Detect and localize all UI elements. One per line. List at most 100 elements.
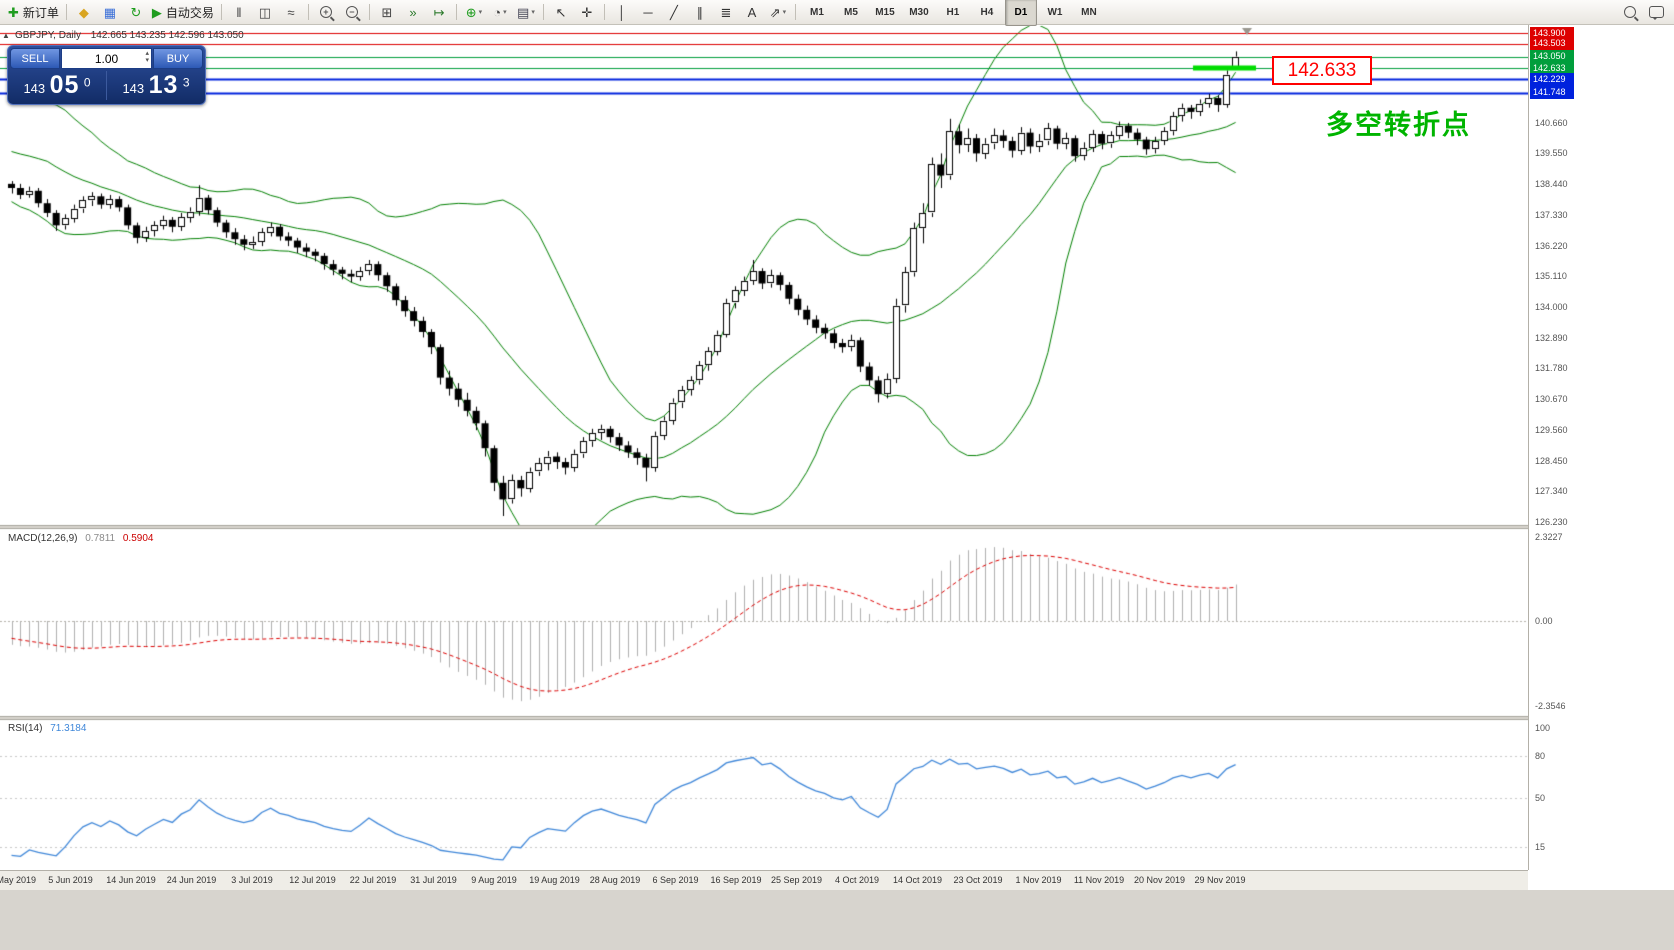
vertical-line-button[interactable]: │ bbox=[610, 2, 634, 22]
timeframe-d1-button[interactable]: D1 bbox=[1004, 0, 1037, 26]
text-button[interactable]: A bbox=[740, 2, 764, 22]
search-icon bbox=[1624, 6, 1636, 18]
candlestick-chart-button[interactable]: ◫ bbox=[253, 2, 277, 22]
price-scale-label: 135.110 bbox=[1535, 271, 1567, 282]
horizontal-line-button[interactable]: ─ bbox=[636, 2, 660, 22]
timeframe-mn-button[interactable]: MN bbox=[1081, 6, 1097, 18]
indicators-button[interactable]: ⊕ ▾ bbox=[462, 2, 486, 22]
cursor-button[interactable]: ↖ bbox=[549, 2, 573, 22]
channel-icon: ∥ bbox=[696, 4, 704, 20]
date-label: 11 Nov 2019 bbox=[1073, 875, 1125, 885]
volume-input[interactable]: 1.00 ▴ ▾ bbox=[61, 48, 152, 69]
fibonacci-button[interactable]: ≣ bbox=[714, 2, 738, 22]
price-line-tag: 142.229 bbox=[1530, 72, 1574, 86]
chevron-down-icon: ▾ bbox=[503, 9, 507, 16]
toolbar-separator bbox=[368, 4, 370, 20]
ask-pip-digit: 3 bbox=[182, 75, 190, 90]
auto-scroll-icon: » bbox=[409, 4, 417, 20]
tile-windows-button[interactable]: ⊞ bbox=[375, 2, 399, 22]
date-label: 25 Sep 2019 bbox=[770, 875, 823, 885]
chevron-down-icon: ▾ bbox=[531, 9, 535, 16]
line-chart-button[interactable]: ≈ bbox=[279, 2, 303, 22]
chevron-down-icon: ▾ bbox=[782, 9, 787, 16]
price-scale-label: 132.890 bbox=[1535, 332, 1568, 343]
price-scale[interactable]: 140.660 139.550 138.440 137.330 136.220 135.1… bbox=[1528, 25, 1674, 870]
spinner-up-icon[interactable]: ▴ bbox=[145, 50, 149, 57]
timeframe-h1-button[interactable]: H1 bbox=[946, 6, 960, 18]
autotrading-button[interactable]: ▶ 自动交易 bbox=[150, 2, 216, 22]
trendline-button[interactable]: ╱ bbox=[662, 2, 686, 22]
candlestick-chart-icon: ◫ bbox=[258, 4, 272, 20]
chart-wizard-button[interactable]: ◆ bbox=[72, 2, 96, 22]
auto-scroll-button[interactable]: » bbox=[401, 2, 425, 22]
timeframe-w1-button[interactable]: W1 bbox=[1047, 6, 1063, 18]
timeframe-m5-button[interactable]: M5 bbox=[843, 6, 858, 18]
date-label: 31 Jul 2019 bbox=[410, 875, 457, 885]
templates-button[interactable]: ▤ ▾ bbox=[514, 2, 538, 22]
periods-button[interactable]: ◔ ▾ bbox=[488, 2, 512, 22]
volume-spinner[interactable]: ▴ ▾ bbox=[145, 50, 149, 64]
buy-button[interactable]: BUY bbox=[153, 48, 203, 69]
price-scale-label: 138.440 bbox=[1535, 179, 1568, 190]
new-order-button-label: 新订单 bbox=[22, 5, 59, 20]
date-label: 4 Oct 2019 bbox=[834, 875, 880, 885]
date-label: 16 Sep 2019 bbox=[710, 875, 762, 885]
channel-button[interactable]: ∥ bbox=[688, 2, 712, 22]
price-line-tag: 143.503 bbox=[1530, 37, 1574, 51]
new-order-icon: ✚ bbox=[8, 4, 19, 20]
timeframe-h4-button[interactable]: H4 bbox=[980, 6, 994, 18]
toolbar-separator bbox=[65, 4, 67, 20]
price-chart-canvas[interactable] bbox=[0, 0, 1528, 950]
chart-wizard-icon: ◆ bbox=[78, 4, 89, 20]
refresh-button[interactable]: ↻ bbox=[124, 2, 148, 22]
new-order-button[interactable]: ✚ 新订单 bbox=[6, 2, 61, 22]
time-scale[interactable]: 27 May 2019 5 Jun 2019 14 Jun 2019 24 Jun 2… bbox=[0, 870, 1528, 891]
rsi-value: 71.3184 bbox=[50, 723, 87, 734]
price-line-tag: 143.050 bbox=[1530, 50, 1574, 64]
chart-shift-button[interactable]: ↦ bbox=[427, 2, 451, 22]
zoom-out-button[interactable]: − bbox=[340, 2, 364, 22]
arrows-button[interactable]: ⇗ ▾ bbox=[766, 2, 790, 22]
toolbar-separator bbox=[542, 4, 544, 20]
price-scale-label: 140.660 bbox=[1535, 117, 1568, 128]
chat-button[interactable] bbox=[1644, 2, 1668, 22]
crosshair-button[interactable]: ✛ bbox=[575, 2, 599, 22]
ask-price: 143 13 3 bbox=[106, 71, 205, 100]
data-window-icon: ▦ bbox=[103, 4, 117, 20]
date-label: 19 Aug 2019 bbox=[529, 875, 580, 885]
date-label: 9 Aug 2019 bbox=[471, 875, 517, 885]
date-label: 1 Nov 2019 bbox=[1015, 875, 1062, 885]
rsi-indicator-label: RSI(14) 71.3184 bbox=[8, 723, 86, 734]
horizontal-line-icon: ─ bbox=[643, 4, 653, 20]
timeframe-m1-button[interactable]: M1 bbox=[809, 6, 824, 18]
toolbar-separator bbox=[794, 4, 796, 20]
sell-button[interactable]: SELL bbox=[10, 48, 60, 69]
toolbar-separator bbox=[603, 4, 605, 20]
bid-pip-digit: 0 bbox=[83, 75, 91, 90]
macd-main-value: 0.7811 bbox=[85, 533, 116, 544]
trade-panel-toggle-icon[interactable]: ▲ bbox=[2, 31, 10, 40]
toolbar-separator bbox=[455, 4, 457, 20]
zoom-in-button[interactable]: + bbox=[314, 2, 338, 22]
timeframe-m30-button[interactable]: M30 bbox=[909, 6, 929, 18]
date-label: 14 Oct 2019 bbox=[892, 875, 943, 885]
timeframe-m15-button[interactable]: M15 bbox=[875, 6, 895, 18]
templates-icon: ▤ bbox=[517, 4, 530, 20]
price-line-tag: 142.633 bbox=[1530, 61, 1574, 75]
price-scale-label: 129.560 bbox=[1535, 424, 1568, 435]
toolbar-separator bbox=[307, 4, 309, 20]
search-button[interactable] bbox=[1618, 2, 1642, 22]
chart-title: GBPJPY, Daily 142.665 143.235 142.596 14… bbox=[15, 30, 244, 41]
spinner-down-icon[interactable]: ▾ bbox=[145, 57, 149, 64]
bid-big-digits: 05 bbox=[49, 71, 80, 99]
tile-windows-icon: ⊞ bbox=[381, 4, 393, 20]
toolbar-separator bbox=[220, 4, 222, 20]
turning-point-note: 多空转折点 bbox=[1326, 110, 1471, 140]
bar-chart-button[interactable]: ‖ bbox=[227, 2, 251, 22]
bar-chart-icon: ‖ bbox=[236, 4, 242, 20]
autotrading-play-icon: ▶ bbox=[151, 4, 162, 20]
data-window-button[interactable]: ▦ bbox=[98, 2, 122, 22]
macd-scale-label: 2.3227 bbox=[1535, 532, 1563, 543]
price-scale-label: 131.780 bbox=[1535, 363, 1568, 374]
